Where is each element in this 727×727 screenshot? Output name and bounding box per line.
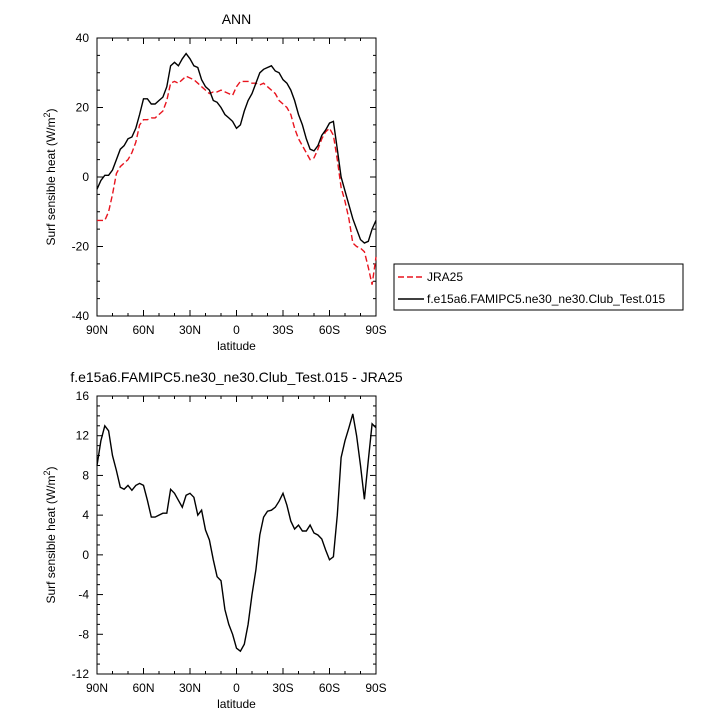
y-tick-label: 16: [76, 389, 90, 403]
x-tick-label: 0: [233, 681, 240, 695]
y-tick-label: 0: [82, 170, 89, 184]
x-axis-label: latitude: [217, 339, 256, 353]
legend: JRA25 f.e15a6.FAMIPC5.ne30_ne30.Club_Test…: [393, 263, 684, 311]
x-tick-label: 0: [233, 323, 240, 337]
y-tick-label: 4: [82, 508, 89, 522]
x-tick-label: 90S: [365, 681, 386, 695]
y-tick-label: 40: [76, 31, 90, 45]
y-axis-label: Surf sensible heat (W/m2): [42, 466, 58, 603]
chart-bottom: f.e15a6.FAMIPC5.ne30_ne30.Club_Test.015 …: [42, 369, 403, 711]
series-line-1: [96, 52, 377, 244]
x-axis-label: latitude: [217, 697, 256, 711]
y-tick-label: -8: [78, 627, 89, 641]
chart-title: ANN: [222, 11, 252, 27]
y-axis-label: Surf sensible heat (W/m2): [42, 108, 58, 245]
x-tick-label: 30S: [272, 681, 293, 695]
chart-title: f.e15a6.FAMIPC5.ne30_ne30.Club_Test.015 …: [70, 369, 403, 385]
y-tick-label: -20: [72, 240, 90, 254]
x-tick-label: 60S: [319, 323, 340, 337]
x-tick-label: 60N: [132, 681, 154, 695]
y-tick-label: 12: [76, 429, 90, 443]
x-tick-label: 90N: [86, 681, 108, 695]
x-tick-label: 60N: [132, 323, 154, 337]
legend-box: [393, 263, 684, 311]
y-tick-label: 20: [76, 101, 90, 115]
x-tick-label: 90S: [365, 323, 386, 337]
y-tick-label: 8: [82, 468, 89, 482]
x-tick-label: 30S: [272, 323, 293, 337]
series-line-0: [96, 413, 377, 653]
series-line-0: [97, 75, 377, 285]
plot-frame: [96, 37, 377, 317]
x-tick-label: 60S: [319, 681, 340, 695]
x-tick-label: 30N: [179, 323, 201, 337]
y-tick-label: 0: [82, 548, 89, 562]
chart-top: ANN 90N 60N 30N 0 30S 60S 90S -40 -20 0 20 40 latitud…: [42, 11, 387, 353]
legend-entry: f.e15a6.FAMIPC5.ne30_ne30.Club_Test.015: [427, 292, 665, 306]
y-tick-label: -4: [78, 588, 89, 602]
plot-frame: [96, 395, 377, 675]
y-tick-label: -12: [72, 667, 90, 681]
y-tick-label: -40: [72, 309, 90, 323]
x-tick-label: 90N: [86, 323, 108, 337]
x-tick-label: 30N: [179, 681, 201, 695]
legend-entry: JRA25: [427, 270, 463, 284]
